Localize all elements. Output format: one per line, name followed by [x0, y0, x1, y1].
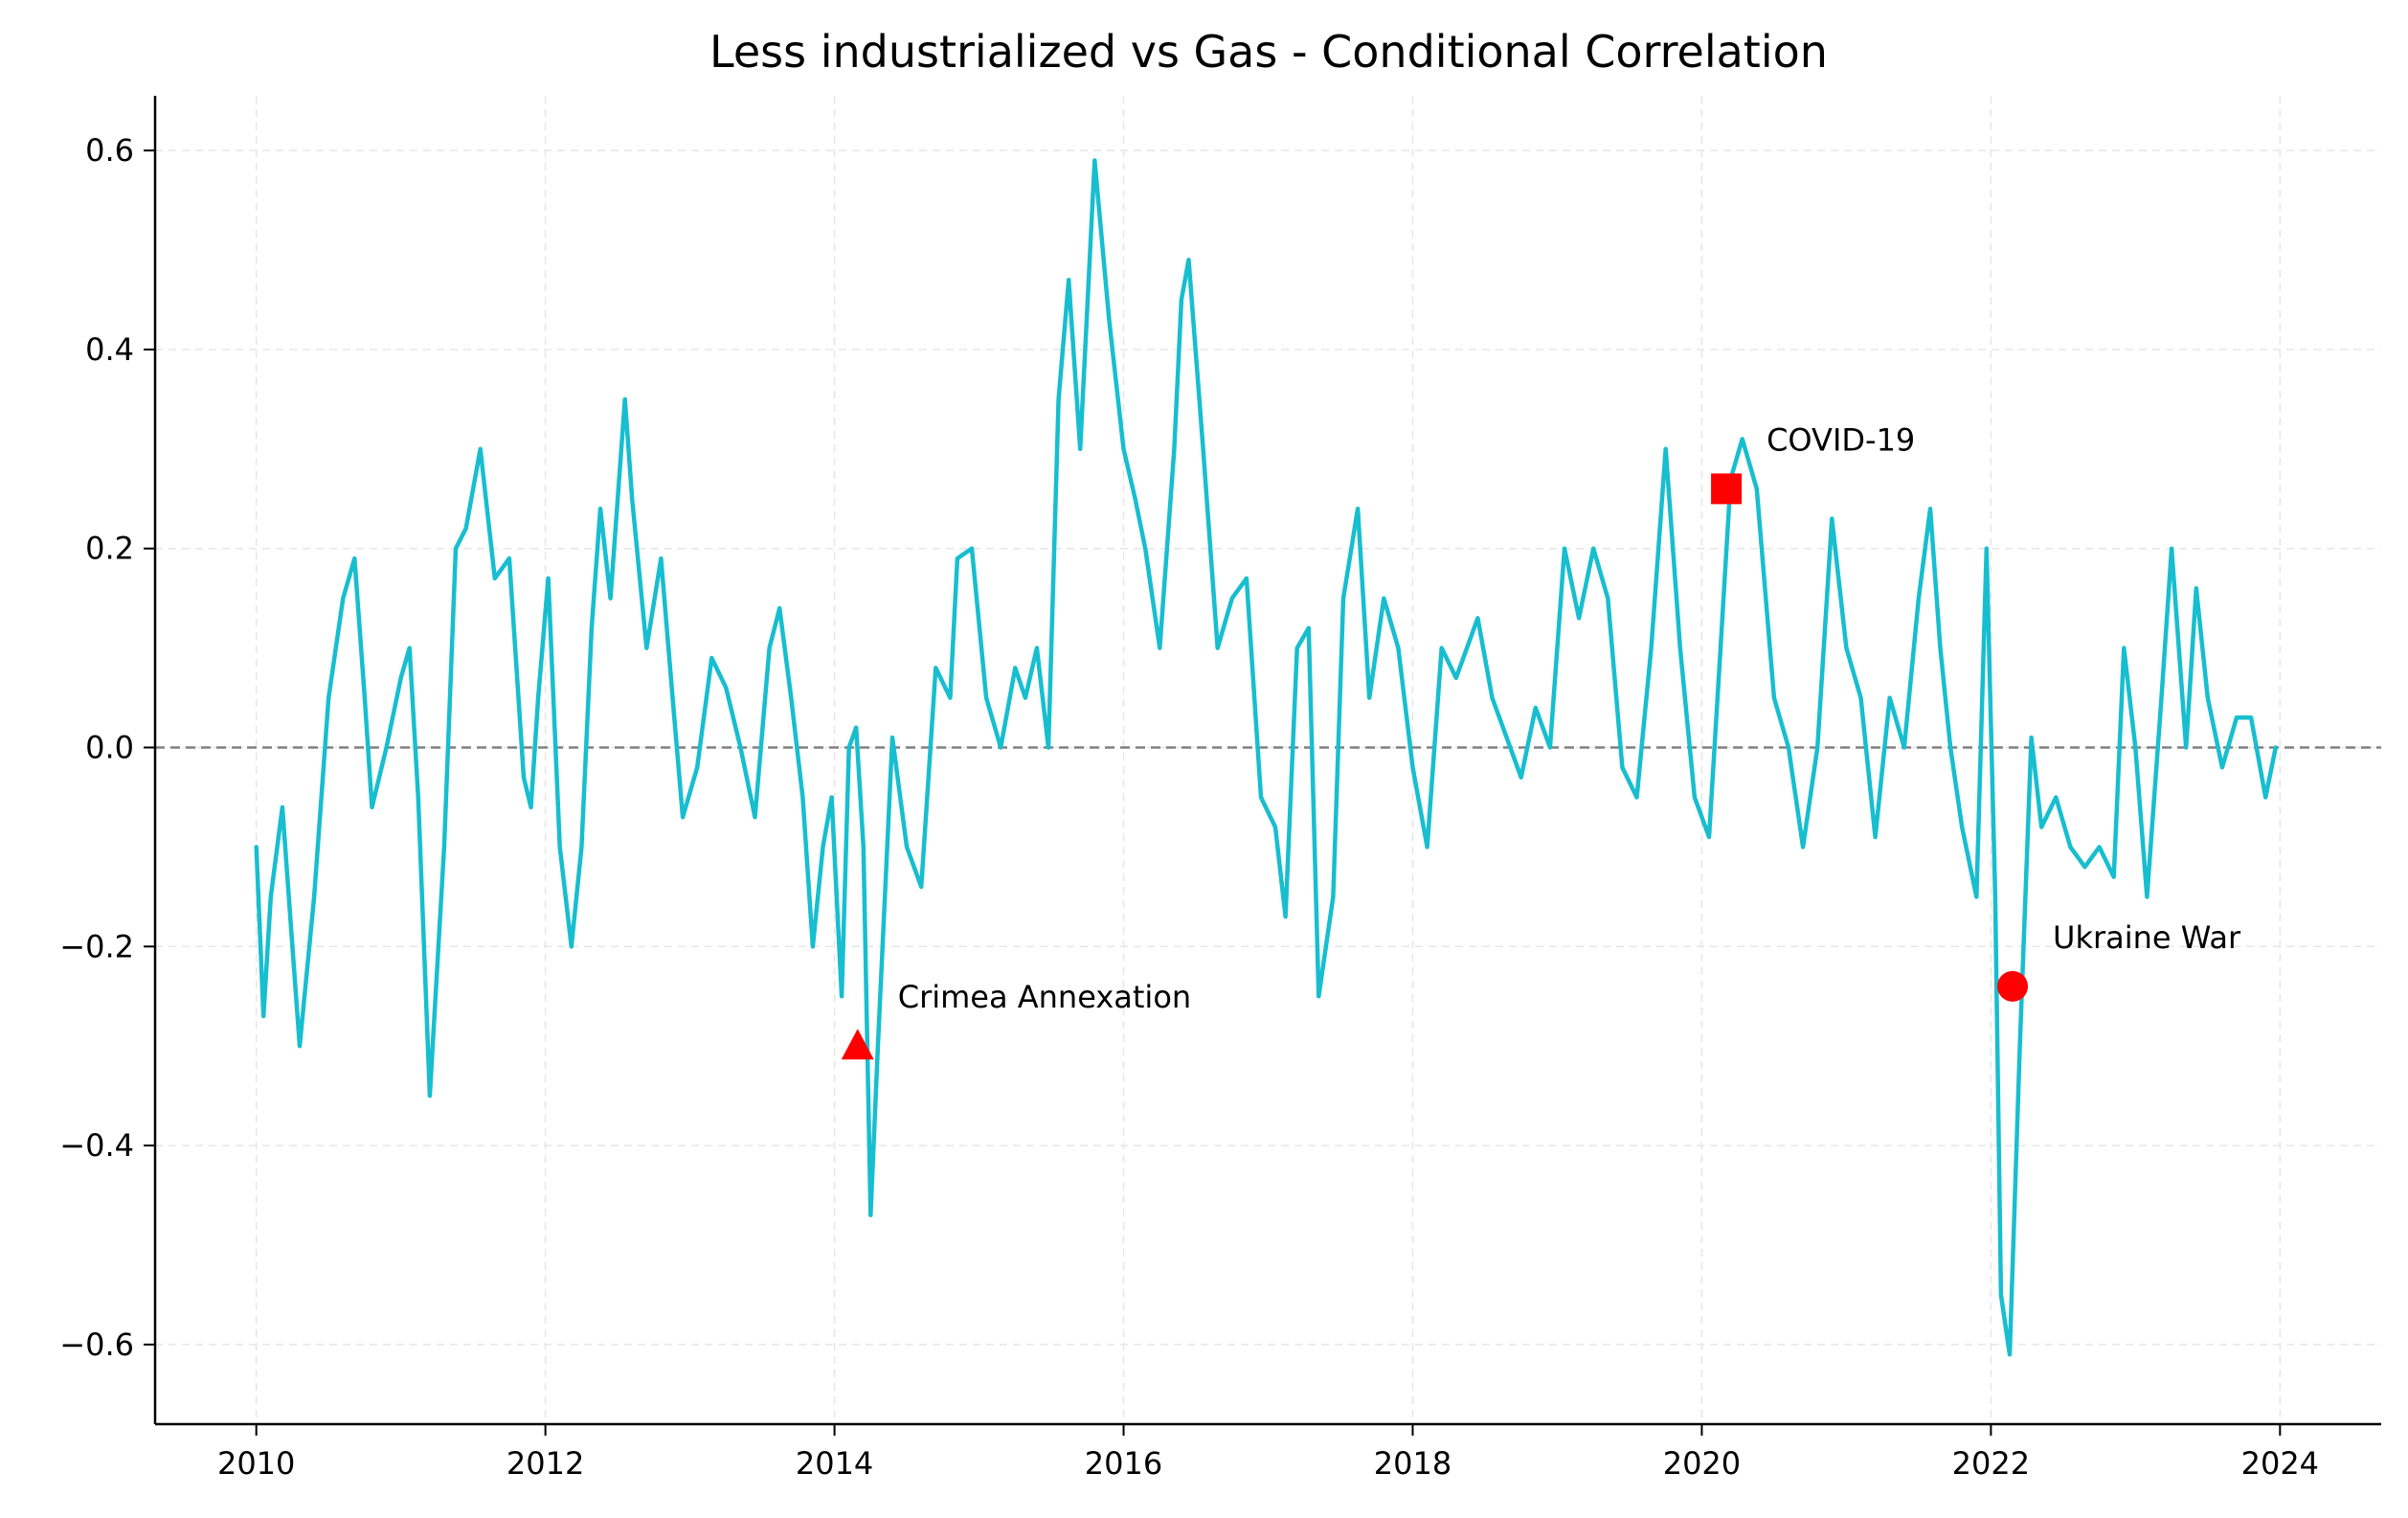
x-tick-label: 2012: [506, 1445, 584, 1482]
y-tick-label: 0.2: [85, 531, 134, 567]
ukraine-marker: [1997, 970, 2029, 1002]
x-axis-ticks: 2010 2012 2014 2016 2018 2020 2022 2024: [217, 1424, 2319, 1482]
x-tick-label: 2020: [1663, 1445, 1741, 1482]
y-axis-ticks: −0.6 −0.4 −0.2 0.0 0.2 0.4 0.6: [59, 132, 155, 1363]
y-tick-label: −0.4: [59, 1127, 134, 1164]
annotations: Crimea Annexation COVID-19 Ukraine War: [841, 421, 2241, 1060]
x-tick-label: 2010: [217, 1445, 295, 1482]
annotation-label: Crimea Annexation: [898, 979, 1191, 1015]
x-tick-label: 2014: [796, 1445, 873, 1482]
series-group: [254, 158, 2279, 1357]
x-tick-label: 2024: [2241, 1445, 2319, 1482]
y-tick-label: −0.6: [59, 1326, 134, 1363]
grid: [155, 96, 2381, 1424]
x-tick-label: 2018: [1374, 1445, 1452, 1482]
annotation-label: Ukraine War: [2053, 919, 2241, 956]
y-tick-label: 0.4: [85, 331, 134, 368]
annotation-label: COVID-19: [1767, 421, 1915, 458]
correlation-series-line: [254, 158, 2279, 1357]
crimea-marker: [841, 1029, 874, 1060]
x-tick-label: 2022: [1952, 1445, 2030, 1482]
axes: [153, 96, 2381, 1426]
covid-marker: [1711, 473, 1743, 505]
x-tick-label: 2016: [1085, 1445, 1162, 1482]
chart-title: Less industrialized vs Gas - Conditional…: [709, 26, 1828, 78]
y-tick-label: 0.0: [85, 730, 134, 766]
y-tick-label: −0.2: [59, 928, 134, 964]
y-tick-label: 0.6: [85, 132, 134, 169]
